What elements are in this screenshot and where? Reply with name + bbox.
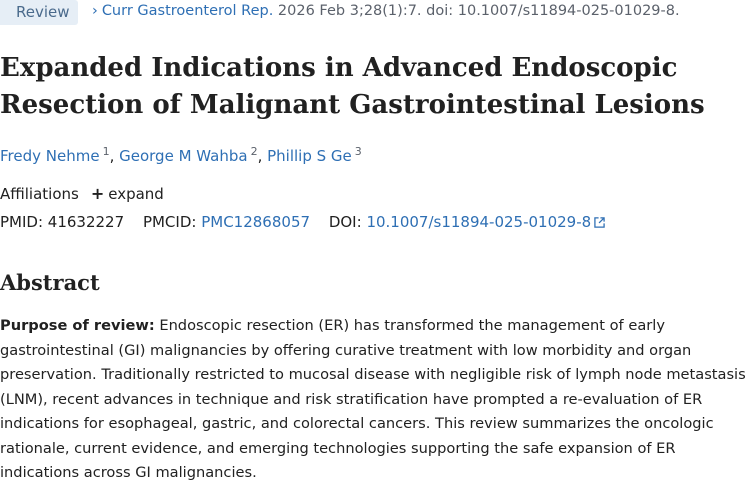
abstract-text: Endoscopic resection (ER) has transforme… [0, 317, 746, 481]
affiliations-toggle[interactable]: Affiliations + expand [0, 184, 164, 203]
pmid-value: 41632227 [47, 213, 125, 231]
chevron-right-icon: › [92, 3, 98, 19]
author-link[interactable]: Fredy Nehme [0, 147, 100, 165]
author-affiliation-number[interactable]: 3 [354, 145, 362, 158]
abstract-paragraph: Purpose of review: Endoscopic resection … [0, 314, 748, 486]
doi-label: DOI: [328, 213, 362, 231]
affiliations-label: Affiliations [0, 185, 79, 203]
journal-link[interactable]: Curr Gastroenterol Rep. [101, 3, 274, 19]
author-link[interactable]: George M Wahba [119, 147, 248, 165]
citation-details: 2026 Feb 3;28(1):7. doi: 10.1007/s11894-… [273, 3, 680, 19]
article-title: Expanded Indications in Advanced Endosco… [0, 53, 705, 120]
author-affiliation-number[interactable]: 1 [102, 145, 110, 158]
pmcid-link[interactable]: PMC12868057 [201, 213, 311, 231]
external-link-icon[interactable] [594, 217, 605, 228]
abstract-heading: Abstract [0, 270, 100, 295]
expand-link[interactable]: expand [108, 185, 164, 203]
doi-link[interactable]: 10.1007/s11894-025-01029-8 [366, 213, 592, 231]
author-list: Fredy Nehme 1, George M Wahba 2, Phillip S… [0, 145, 362, 165]
plus-icon[interactable]: + [90, 184, 105, 203]
citation-line: › Curr Gastroenterol Rep. 2026 Feb 3;28(1… [92, 3, 680, 19]
review-badge: Review [0, 0, 78, 25]
author-link[interactable]: Phillip S Ge [267, 147, 352, 165]
pmcid-label: PMCID: [142, 213, 197, 231]
abstract-lead: Purpose of review: [0, 317, 155, 334]
author-affiliation-number[interactable]: 2 [250, 145, 258, 158]
identifiers-row: PMID: 41632227 PMCID: PMC12868057 DOI: 1… [0, 213, 605, 231]
pmid-label: PMID: [0, 213, 44, 231]
